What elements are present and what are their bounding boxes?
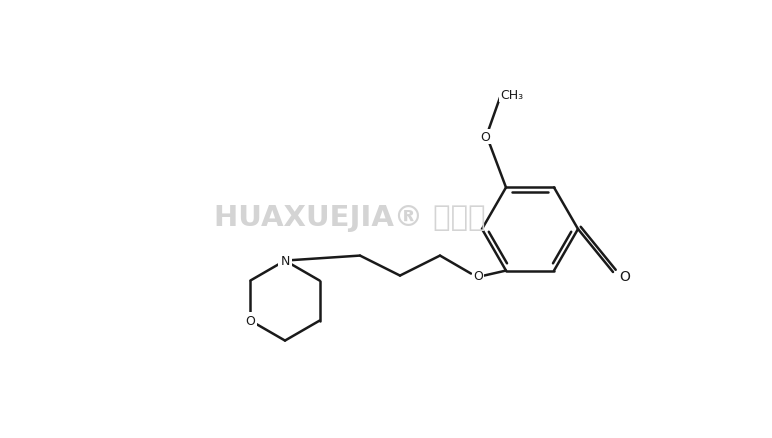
Text: CH₃: CH₃	[500, 89, 523, 102]
Text: O: O	[480, 131, 490, 144]
Text: O: O	[245, 314, 256, 327]
Text: O: O	[620, 269, 631, 283]
Text: HUAXUEJIA® 化学加: HUAXUEJIA® 化学加	[214, 204, 486, 231]
Text: N: N	[280, 254, 290, 268]
Text: O: O	[473, 269, 483, 283]
